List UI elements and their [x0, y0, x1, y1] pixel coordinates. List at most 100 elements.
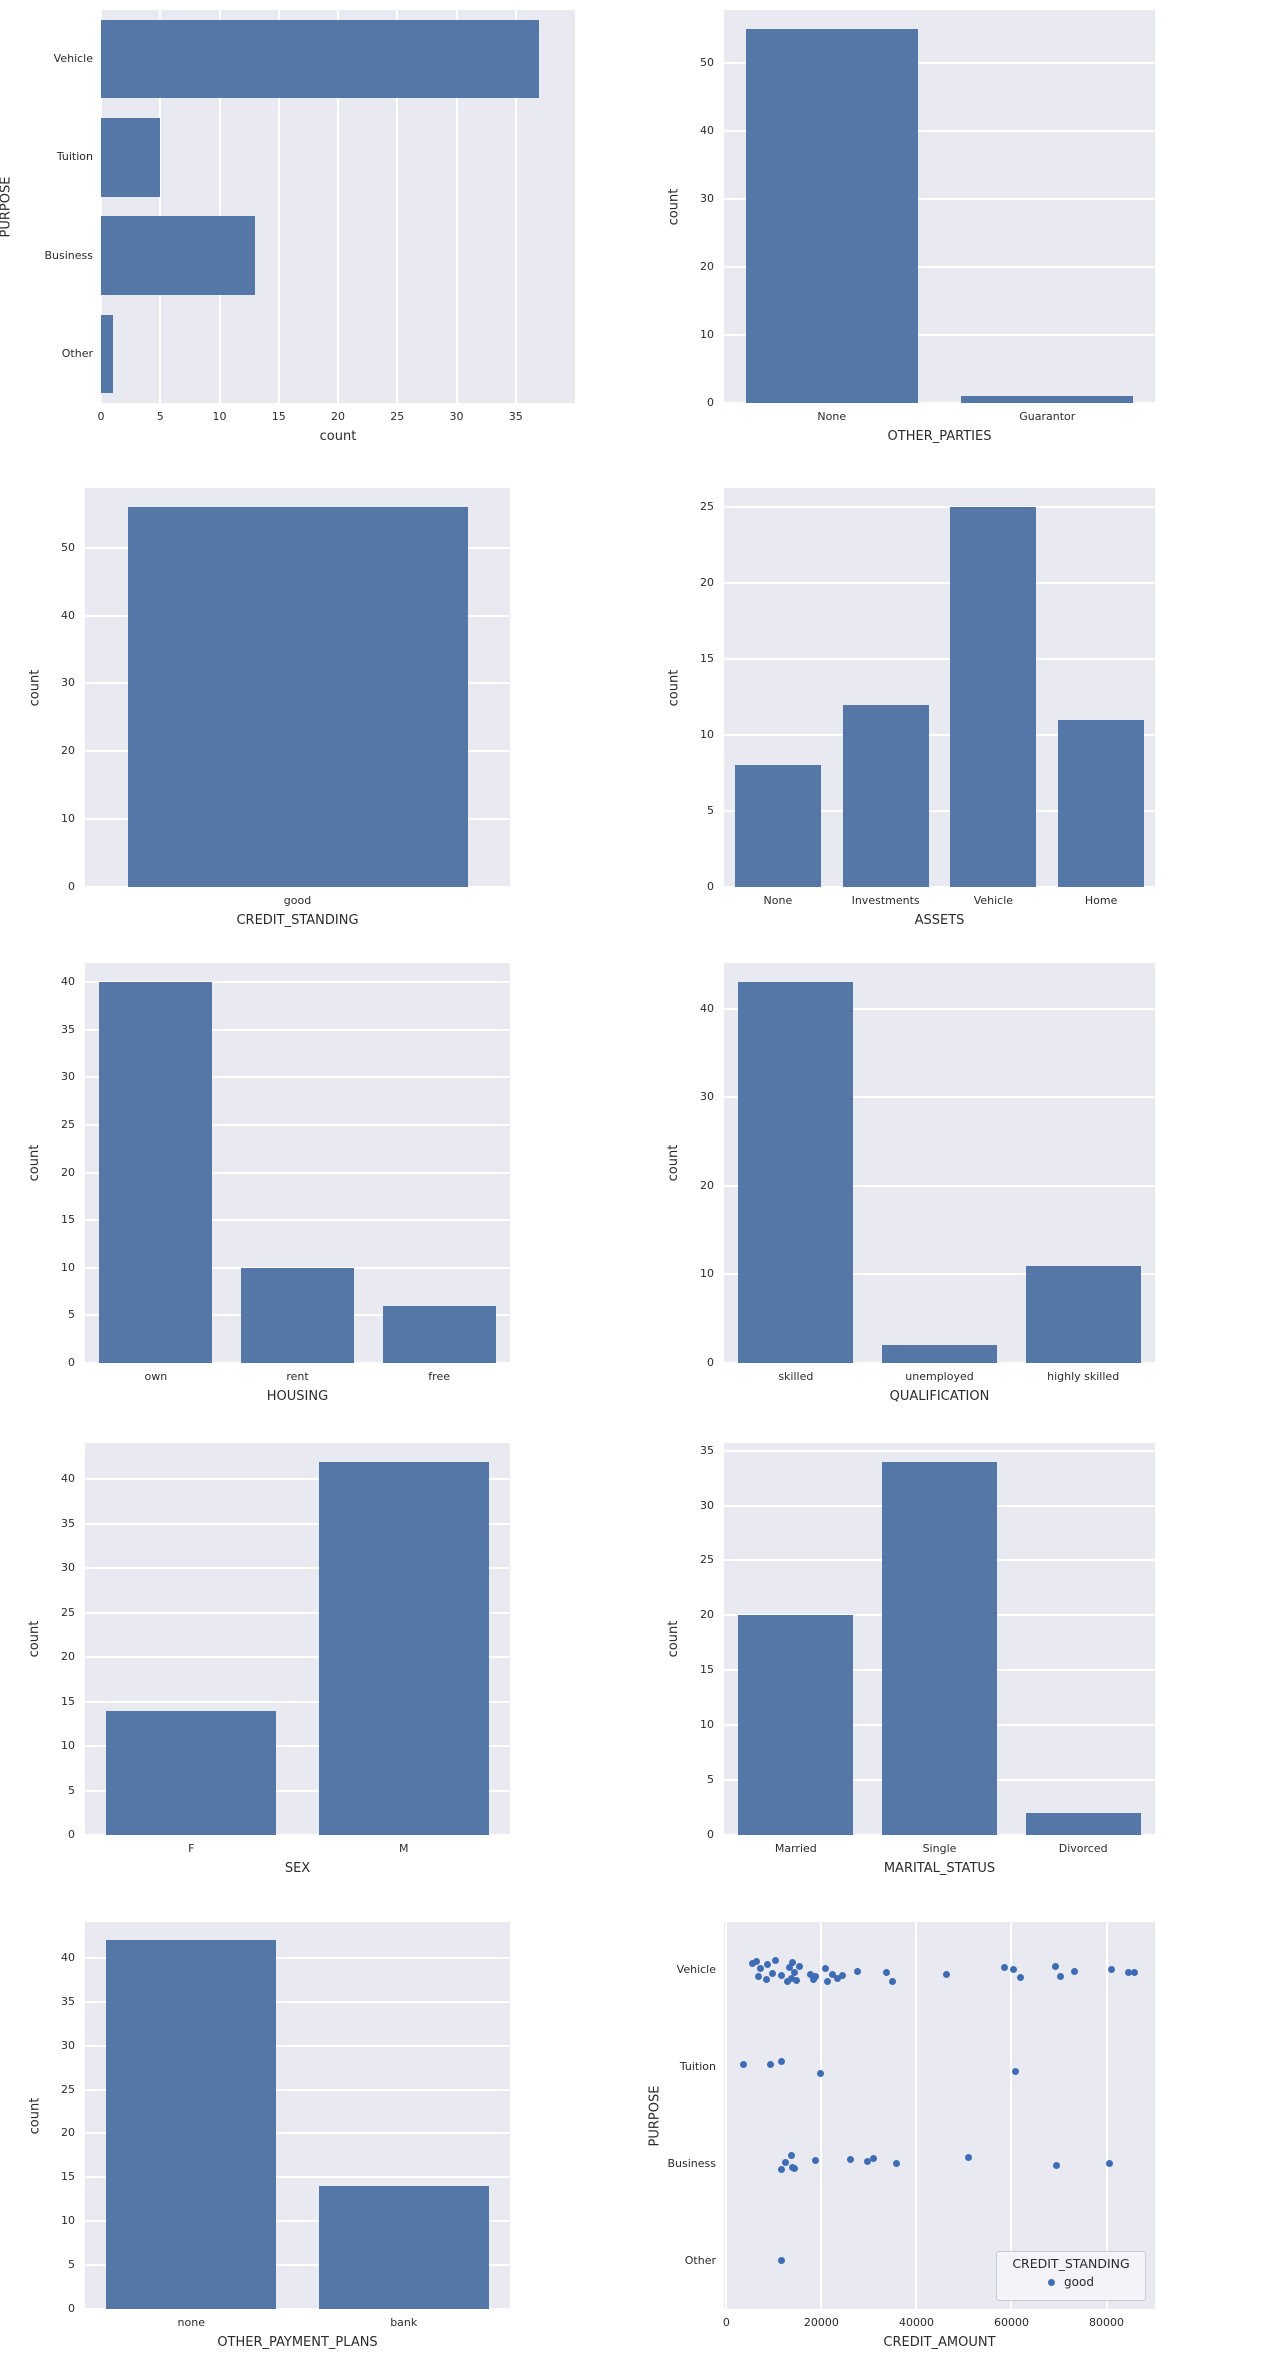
axes: [724, 488, 1155, 888]
chart-assets: 0 5 10 15 20 25 None Investments Vehicle Home ASSE…: [639, 475, 1278, 953]
y-tick-label: 5: [68, 1308, 75, 1322]
gridline: [455, 10, 458, 403]
gridline: [85, 2220, 510, 2223]
y-tick-label: Business: [667, 2156, 716, 2170]
gridline: [85, 1789, 510, 1792]
y-tick-label: 10: [700, 1267, 714, 1281]
legend-marker-icon: [1048, 2278, 1056, 2286]
bar: [101, 118, 161, 197]
chart-housing: 0 5 10 15 20 25 30 35 40 own rent free HOUSING count: [0, 950, 639, 1428]
x-axis-label: OTHER_PARTIES: [887, 429, 992, 444]
data-point: [755, 1973, 763, 1981]
x-tick-label: free: [428, 1370, 450, 1383]
gridline: [85, 1478, 510, 1481]
data-point: [838, 1972, 846, 1980]
y-axis-label: PURPOSE: [647, 2085, 662, 2146]
gridline: [1010, 1922, 1013, 2309]
data-point: [1105, 2160, 1113, 2168]
x-tick-label: good: [283, 894, 312, 907]
y-tick-label: 20: [61, 744, 75, 758]
data-point: [889, 1977, 897, 1985]
bar: [882, 1461, 997, 1835]
bar: [101, 19, 540, 99]
gridline: [724, 265, 1155, 268]
y-tick-label: 10: [700, 327, 714, 341]
gridline: [724, 1273, 1155, 1276]
y-tick-label: 0: [68, 1356, 75, 1369]
gridline: [85, 2308, 510, 2310]
gridline: [85, 1522, 510, 1525]
y-tick-label: 10: [61, 1739, 75, 1753]
data-point: [824, 1978, 832, 1986]
x-axis-label: HOUSING: [266, 1389, 329, 1404]
x-tick-label: 40000: [898, 2316, 934, 2329]
gridline: [85, 1076, 510, 1079]
x-tick-label: 20000: [803, 2316, 839, 2329]
x-tick-label: bank: [390, 2316, 418, 2329]
axes: [85, 1443, 510, 1836]
x-tick-label: rent: [286, 1370, 309, 1383]
y-tick-label: 30: [61, 1070, 75, 1084]
y-tick-label: 25: [700, 1553, 714, 1567]
data-point: [942, 1971, 950, 1979]
chart-credit-standing: 0 10 20 30 40 50 good CREDIT_STANDING count: [0, 475, 639, 953]
y-tick-label: 0: [68, 1828, 75, 1841]
x-tick-label: 5: [156, 410, 164, 423]
legend-entry: good: [997, 2271, 1145, 2289]
x-tick-label: 0: [722, 2316, 730, 2329]
chart-qualification: 0 10 20 30 40 skilled unemployed highly skilled…: [639, 950, 1278, 1428]
data-point: [828, 1971, 836, 1979]
data-point: [748, 1960, 756, 1968]
gridline: [724, 1007, 1155, 1010]
y-tick-label: 0: [68, 2302, 75, 2315]
gridline: [85, 1745, 510, 1748]
gridline: [1105, 1922, 1108, 2309]
data-point: [1124, 1969, 1132, 1977]
x-tick-label: skilled: [778, 1370, 814, 1383]
y-tick-label: 5: [68, 1783, 75, 1797]
gridline: [724, 402, 1155, 404]
x-tick-label: 25: [390, 410, 405, 423]
y-tick-label: 20: [700, 576, 714, 589]
bar: [738, 982, 854, 1363]
chart-sex: 0 5 10 15 20 25 30 35 40 F M SEX count: [0, 1425, 639, 1903]
gridline: [724, 1362, 1155, 1364]
y-tick-label: 20: [700, 259, 714, 273]
y-tick-label: 35: [61, 1022, 75, 1036]
bar: [106, 1710, 277, 1835]
x-tick-label: Home: [1084, 894, 1118, 907]
bar: [882, 1345, 997, 1363]
y-tick-label: 20: [700, 1608, 714, 1622]
data-point: [795, 1962, 803, 1970]
y-tick-label: 30: [700, 1498, 714, 1512]
data-point: [762, 1975, 770, 1983]
data-point: [817, 2070, 825, 2078]
gridline: [724, 333, 1155, 336]
y-tick-label: 15: [61, 2170, 75, 2184]
gridline: [514, 10, 517, 403]
y-tick-label: 30: [61, 2038, 75, 2052]
y-tick-label: 25: [700, 500, 714, 513]
gridline: [85, 1362, 510, 1364]
gridline: [85, 1028, 510, 1031]
data-point: [1108, 1965, 1116, 1973]
data-point: [892, 2160, 900, 2168]
y-tick-label: 30: [61, 676, 75, 690]
y-tick-label: 0: [707, 880, 714, 893]
gridline: [337, 10, 339, 403]
axes: [724, 1922, 1155, 2309]
data-point: [1010, 1965, 1018, 1973]
y-axis-label: count: [27, 1144, 42, 1182]
bar: [842, 704, 929, 887]
y-tick-label: 0: [707, 1356, 714, 1369]
y-tick-label: 15: [61, 1694, 75, 1708]
y-axis-label: PURPOSE: [0, 176, 13, 237]
data-point: [764, 1961, 772, 1969]
legend-title: CREDIT_STANDING: [1012, 2256, 1130, 2271]
x-tick-label: None: [763, 894, 793, 907]
axes: [724, 1443, 1155, 1836]
bar: [1025, 1813, 1141, 1835]
data-point: [812, 2157, 820, 2165]
data-point: [846, 2156, 854, 2164]
